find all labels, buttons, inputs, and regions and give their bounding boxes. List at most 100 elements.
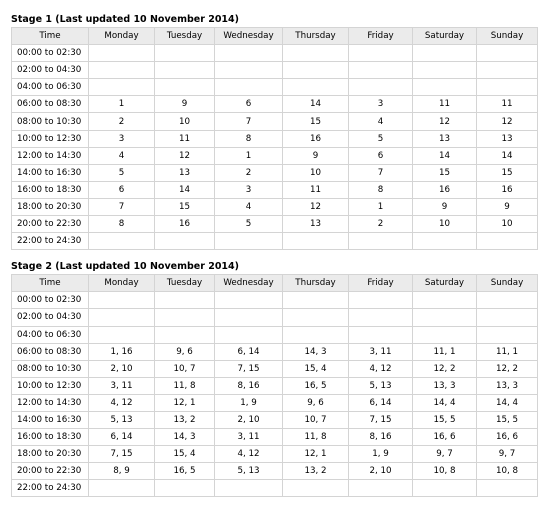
time-slot-cell: 00:00 to 02:30 [11,291,89,310]
time-slot-cell: 18:00 to 20:30 [11,197,89,217]
schedule-cell [214,61,283,80]
schedule-cell: 9 [412,197,477,217]
schedule-cell: 13 [282,215,349,234]
table-row: 08:00 to 10:30 2 10 7 15 4 12 12 [11,112,538,131]
schedule-cell: 12, 2 [412,359,477,378]
schedule-cell [476,232,538,251]
schedule-cell: 16 [282,129,349,148]
schedule-cell [348,232,413,251]
schedule-cell: 12 [476,112,538,131]
schedule-cell: 16, 5 [154,462,215,481]
schedule-cell [412,325,477,344]
schedule-cell: 15, 5 [412,410,477,430]
schedule-cell [476,479,538,498]
schedule-cell: 9, 6 [282,393,349,412]
table-row: 18:00 to 20:30 7, 15 15, 4 4, 12 12, 1 1, 9 9,… [11,445,538,464]
schedule-cell: 7 [348,163,413,182]
schedule-cell [348,44,413,63]
stage1-table-body: 00:00 to 02:30 02:00 to 04:30 04:00 to 06:… [11,44,538,251]
schedule-cell [88,291,155,310]
schedule-cell [88,61,155,80]
header-time: Time [11,26,89,46]
schedule-cell [476,291,538,310]
schedule-cell: 12 [154,146,215,165]
schedule-cell: 14 [154,180,215,199]
table-row: 00:00 to 02:30 [11,44,538,63]
schedule-cell: 10, 7 [282,410,349,430]
time-slot-cell: 20:00 to 22:30 [11,215,89,234]
schedule-cell [154,308,215,327]
schedule-cell [282,479,349,498]
schedule-cell: 11 [282,180,349,199]
table-row: 22:00 to 24:30 [11,232,538,251]
header-thursday: Thursday [282,274,349,293]
schedule-cell: 12 [282,197,349,217]
page-content: Stage 1 (Last updated 10 November 2014) … [0,13,543,498]
schedule-cell: 14 [476,146,538,165]
schedule-cell: 9 [476,197,538,217]
schedule-cell: 4, 12 [88,393,155,412]
schedule-cell: 2, 10 [214,410,283,430]
schedule-cell: 16, 6 [476,428,538,447]
schedule-cell: 16 [412,180,477,199]
schedule-cell: 14 [412,146,477,165]
table-row: 12:00 to 14:30 4 12 1 9 6 14 14 [11,146,538,165]
schedule-cell: 15 [154,197,215,217]
schedule-cell: 11 [476,95,538,114]
schedule-cell [348,78,413,97]
time-slot-cell: 14:00 to 16:30 [11,410,89,430]
schedule-cell: 5 [214,215,283,234]
schedule-cell [282,308,349,327]
time-slot-cell: 06:00 to 08:30 [11,342,89,361]
schedule-cell: 8, 9 [88,462,155,481]
schedule-cell: 11 [412,95,477,114]
table-row: 20:00 to 22:30 8, 9 16, 5 5, 13 13, 2 2, 10 10… [11,462,538,481]
schedule-cell [154,61,215,80]
table-row: 04:00 to 06:30 [11,325,538,344]
time-slot-cell: 04:00 to 06:30 [11,78,89,97]
header-saturday: Saturday [412,274,477,293]
schedule-cell: 13 [476,129,538,148]
schedule-cell [412,232,477,251]
schedule-cell: 4, 12 [348,359,413,378]
schedule-cell: 3, 11 [88,376,155,395]
header-friday: Friday [348,26,413,46]
table-row: 04:00 to 06:30 [11,78,538,97]
table-row: 08:00 to 10:30 2, 10 10, 7 7, 15 15, 4 4, 12 1… [11,359,538,378]
schedule-cell: 8 [214,129,283,148]
time-slot-cell: 18:00 to 20:30 [11,445,89,464]
schedule-cell: 6, 14 [88,428,155,447]
schedule-cell: 3 [214,180,283,199]
header-wednesday: Wednesday [214,26,283,46]
schedule-cell [476,44,538,63]
table-row: 16:00 to 18:30 6, 14 14, 3 3, 11 11, 8 8, 16 1… [11,428,538,447]
schedule-cell: 3 [88,129,155,148]
time-slot-cell: 20:00 to 22:30 [11,462,89,481]
table-row: 06:00 to 08:30 1, 16 9, 6 6, 14 14, 3 3, 11 11… [11,342,538,361]
schedule-cell [88,44,155,63]
schedule-cell: 10 [412,215,477,234]
schedule-cell: 15, 4 [154,445,215,464]
header-sunday: Sunday [476,274,538,293]
schedule-cell [88,325,155,344]
time-slot-cell: 14:00 to 16:30 [11,163,89,182]
time-slot-cell: 10:00 to 12:30 [11,129,89,148]
schedule-cell: 1 [88,95,155,114]
schedule-cell: 7, 15 [348,410,413,430]
schedule-cell: 5 [88,163,155,182]
schedule-cell: 9 [154,95,215,114]
schedule-cell: 9, 7 [412,445,477,464]
header-friday: Friday [348,274,413,293]
schedule-cell: 14, 3 [282,342,349,361]
header-monday: Monday [88,26,155,46]
schedule-cell [282,291,349,310]
schedule-cell: 16 [476,180,538,199]
schedule-cell: 9, 6 [154,342,215,361]
schedule-cell [282,232,349,251]
schedule-cell: 8 [88,215,155,234]
table-row: 22:00 to 24:30 [11,479,538,498]
schedule-cell: 13, 2 [282,462,349,481]
schedule-cell [348,308,413,327]
time-slot-cell: 00:00 to 02:30 [11,44,89,63]
schedule-cell: 15, 4 [282,359,349,378]
